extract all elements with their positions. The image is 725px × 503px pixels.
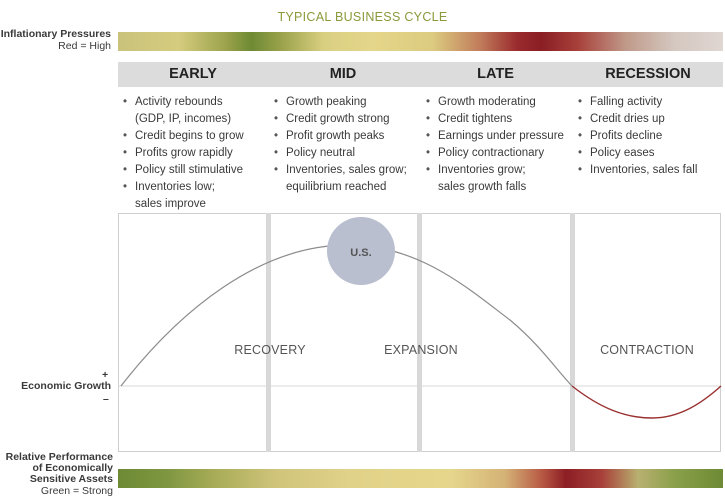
us-position-marker <box>327 217 395 285</box>
performance-gradient-bar <box>118 469 723 488</box>
stage-label-expansion: EXPANSION <box>384 343 458 357</box>
bullet: Earnings under pressure <box>426 128 576 145</box>
performance-label-line2: of Economically <box>32 462 113 474</box>
business-cycle-curve <box>120 244 573 387</box>
stage-label-recovery: RECOVERY <box>234 343 306 357</box>
axis-minus-label: – <box>103 393 109 405</box>
phase-divider <box>417 213 422 452</box>
phase-bullets-late: Growth moderating Credit tightens Earnin… <box>426 94 576 196</box>
bullet: Credit dries up <box>578 111 724 128</box>
bullet: Profits decline <box>578 128 724 145</box>
bullet: Policy still stimulative <box>123 162 271 179</box>
inflation-label: Inflationary Pressures <box>0 28 111 40</box>
bullet-continuation: (GDP, IP, incomes) <box>135 113 232 125</box>
phase-title-late: LATE <box>477 66 514 82</box>
bullet: Growth peaking <box>274 94 422 111</box>
us-marker-label: U.S. <box>350 247 371 259</box>
bullet: Credit begins to grow <box>123 128 271 145</box>
economic-growth-label: Economic Growth <box>21 380 111 392</box>
bullet-continuation: sales improve <box>135 198 206 210</box>
bullet: Activity rebounds <box>123 94 271 111</box>
bullet-continuation: sales growth falls <box>438 181 527 193</box>
phase-bullets-mid: Growth peaking Credit growth strong Prof… <box>274 94 422 196</box>
phase-header-band <box>118 62 723 87</box>
performance-label-line3: Sensitive Assets <box>29 473 113 485</box>
bullet: Policy contractionary <box>426 145 576 162</box>
performance-sublabel: Green = Strong <box>40 485 113 497</box>
phase-title-early: EARLY <box>169 66 217 82</box>
bullet: Inventories grow; <box>426 162 576 179</box>
bullet: Inventories, sales grow; <box>274 162 422 179</box>
contraction-curve <box>571 385 722 419</box>
phase-bullets-early: Activity rebounds (GDP, IP, incomes) Cre… <box>123 94 271 213</box>
inflation-gradient-bar <box>118 32 723 51</box>
phase-title-mid: MID <box>329 66 357 82</box>
performance-label-line1: Relative Performance <box>5 451 113 463</box>
bullet: Growth moderating <box>426 94 576 111</box>
inflation-sublabel: Red = High <box>58 40 111 52</box>
bullet: Inventories low; <box>123 179 271 196</box>
phase-divider <box>266 213 271 452</box>
bullet: Credit tightens <box>426 111 576 128</box>
phase-title-recession: RECESSION <box>605 66 691 82</box>
bullet: Policy neutral <box>274 145 422 162</box>
phase-divider <box>570 213 575 452</box>
bullet: Policy eases <box>578 145 724 162</box>
axis-plus-label: + <box>102 369 109 381</box>
phase-bullets-recession: Falling activity Credit dries up Profits… <box>578 94 724 179</box>
bullet: Profit growth peaks <box>274 128 422 145</box>
bullet: Inventories, sales fall <box>578 162 724 179</box>
bullet: Credit growth strong <box>274 111 422 128</box>
diagram-title: TYPICAL BUSINESS CYCLE <box>277 10 448 24</box>
bullet-continuation: equilibrium reached <box>286 181 387 193</box>
stage-label-contraction: CONTRACTION <box>600 343 694 357</box>
bullet: Falling activity <box>578 94 724 111</box>
bullet: Profits grow rapidly <box>123 145 271 162</box>
